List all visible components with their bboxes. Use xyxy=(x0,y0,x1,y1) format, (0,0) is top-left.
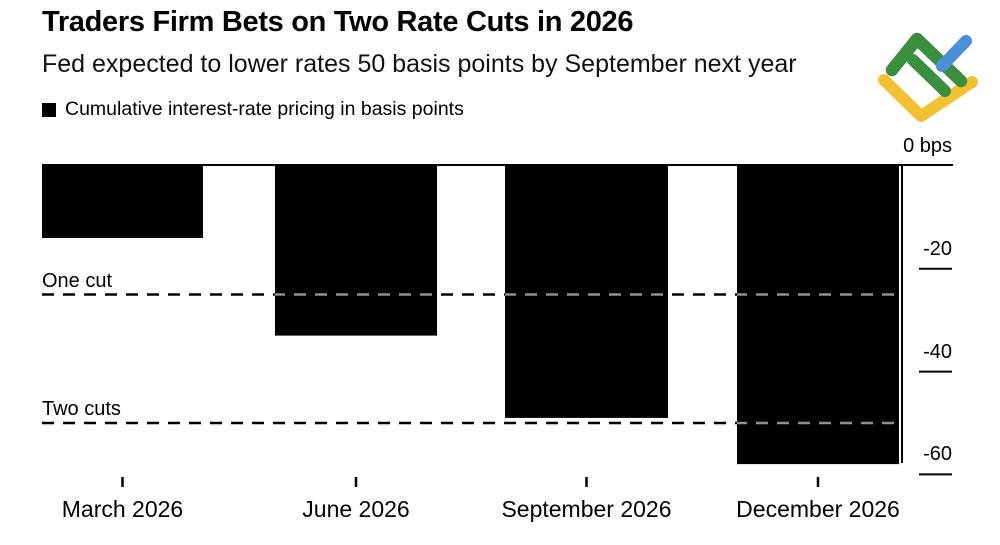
xaxis-label-march-2026: March 2026 xyxy=(61,496,184,522)
bar-september-2026 xyxy=(505,165,668,418)
page-subtitle: Fed expected to lower rates 50 basis poi… xyxy=(42,50,797,78)
dashed-line-overlay xyxy=(42,293,899,425)
xaxis-label-june-2026: June 2026 xyxy=(302,496,410,522)
bar-series xyxy=(42,165,899,465)
x-axis-ticks xyxy=(121,477,820,487)
logo-blue-accent xyxy=(936,35,972,72)
bar-june-2026 xyxy=(275,165,437,336)
bar-december-2026 xyxy=(737,165,899,465)
logo-green-bar xyxy=(907,54,951,97)
yaxis-label-minus20: -20 xyxy=(923,237,952,260)
two-cuts-label: Two cuts xyxy=(42,398,121,420)
bar-march-2026 xyxy=(42,165,203,238)
page-title: Traders Firm Bets on Two Rate Cuts in 20… xyxy=(42,6,634,38)
legend-swatch-icon xyxy=(42,102,56,117)
yaxis-label-minus40: -40 xyxy=(923,340,952,363)
xaxis-label-september-2026: September 2026 xyxy=(501,496,672,522)
one-cut-label: One cut xyxy=(42,269,113,292)
logo-yellow-check xyxy=(878,74,978,122)
legend-label: Cumulative interest-rate pricing in basi… xyxy=(65,98,464,120)
litefinance-logo-icon xyxy=(878,32,978,122)
xaxis-label-december-2026: December 2026 xyxy=(736,496,900,522)
yaxis-label-0bps: 0 bps xyxy=(903,135,952,157)
legend: Cumulative interest-rate pricing in basi… xyxy=(42,98,464,121)
logo-green-chevron xyxy=(885,32,968,88)
yaxis-label-minus60: -60 xyxy=(923,443,952,466)
